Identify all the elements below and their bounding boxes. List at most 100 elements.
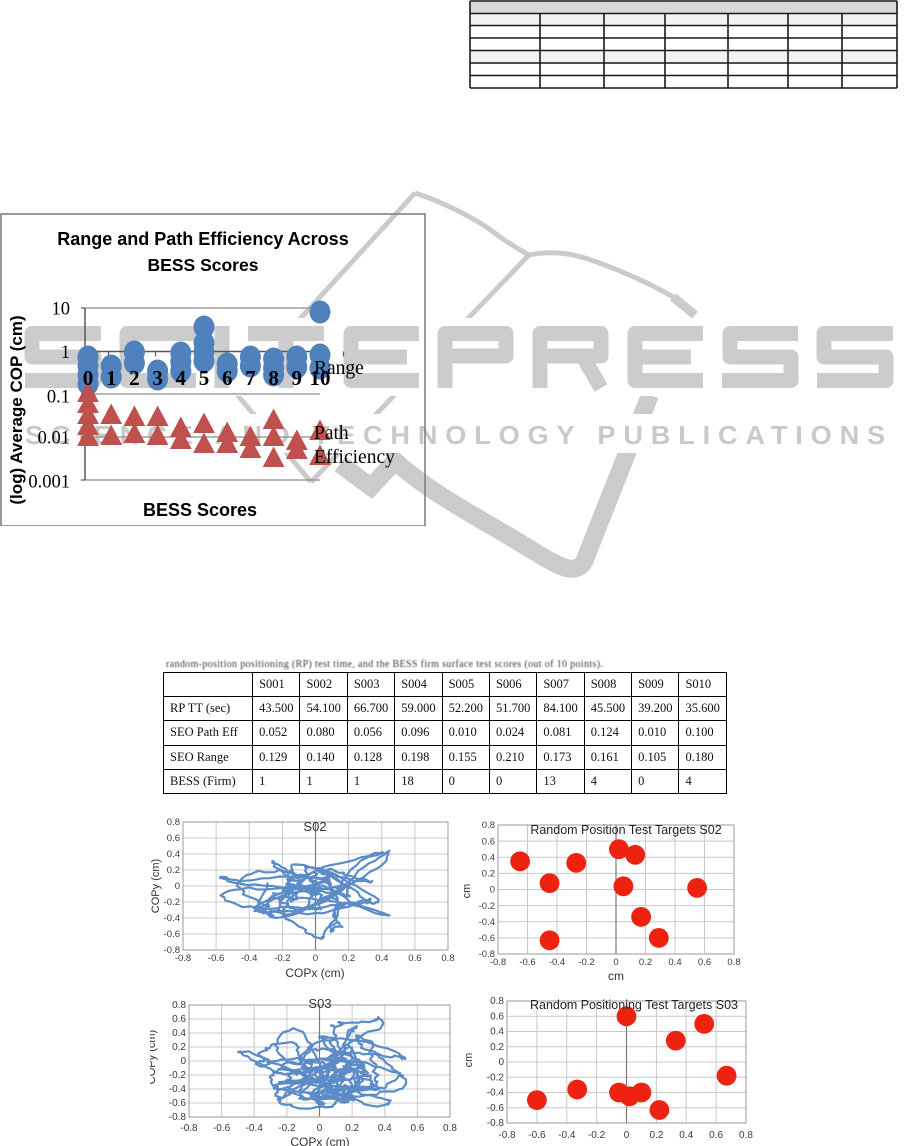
- svg-text:0: 0: [175, 881, 180, 892]
- svg-text:0.6: 0.6: [709, 1130, 723, 1141]
- svg-text:0.8: 0.8: [482, 820, 495, 831]
- svg-text:-0.6: -0.6: [528, 1130, 546, 1141]
- svg-text:cm: cm: [463, 1053, 475, 1068]
- svg-text:0: 0: [83, 366, 94, 390]
- svg-text:-0.8: -0.8: [479, 949, 495, 960]
- svg-text:7: 7: [245, 366, 256, 390]
- svg-text:-0.8: -0.8: [180, 1123, 198, 1134]
- svg-text:S02: S02: [303, 819, 326, 834]
- svg-text:S03: S03: [308, 996, 331, 1011]
- svg-text:6: 6: [222, 366, 233, 390]
- svg-text:-0.4: -0.4: [169, 1084, 187, 1095]
- svg-text:-0.6: -0.6: [487, 1103, 505, 1114]
- svg-text:Path: Path: [314, 423, 349, 444]
- svg-text:-0.8: -0.8: [498, 1130, 516, 1141]
- svg-text:-0.2: -0.2: [479, 901, 495, 912]
- svg-text:3: 3: [152, 366, 163, 390]
- svg-text:-0.6: -0.6: [169, 1098, 187, 1109]
- svg-text:0.6: 0.6: [482, 836, 495, 847]
- svg-text:-0.4: -0.4: [164, 913, 180, 924]
- svg-text:-0.6: -0.6: [213, 1123, 231, 1134]
- svg-text:COPx (cm): COPx (cm): [290, 1135, 349, 1146]
- svg-text:-0.4: -0.4: [241, 953, 257, 964]
- svg-text:0.6: 0.6: [490, 1011, 504, 1022]
- svg-text:-0.6: -0.6: [208, 953, 224, 964]
- svg-text:Efficiency: Efficiency: [314, 447, 395, 468]
- svg-text:0.4: 0.4: [172, 1028, 186, 1039]
- svg-text:Range and Path Efficiency Acro: Range and Path Efficiency Across: [57, 229, 348, 249]
- svg-text:0.8: 0.8: [441, 953, 454, 964]
- svg-text:-0.2: -0.2: [278, 1123, 296, 1134]
- svg-text:(log) Average COP (cm): (log) Average COP (cm): [7, 315, 26, 504]
- svg-text:8: 8: [268, 366, 279, 390]
- svg-text:-0.8: -0.8: [490, 957, 506, 968]
- svg-text:0.6: 0.6: [167, 833, 180, 844]
- svg-text:0: 0: [613, 957, 618, 968]
- svg-text:0.2: 0.2: [172, 1042, 186, 1053]
- svg-text:COPx (cm): COPx (cm): [285, 966, 344, 980]
- svg-text:-0.6: -0.6: [519, 957, 535, 968]
- svg-text:0: 0: [624, 1130, 630, 1141]
- svg-text:-0.4: -0.4: [549, 957, 565, 968]
- svg-text:-0.4: -0.4: [246, 1123, 264, 1134]
- svg-text:0.4: 0.4: [482, 853, 495, 864]
- svg-text:0.8: 0.8: [443, 1123, 457, 1134]
- svg-text:Random Position Test Targets S: Random Position Test Targets S02: [530, 823, 721, 837]
- svg-text:0.6: 0.6: [410, 1123, 424, 1134]
- svg-text:0.8: 0.8: [167, 817, 180, 828]
- svg-text:0.2: 0.2: [342, 953, 355, 964]
- svg-text:COPy (cm): COPy (cm): [150, 1030, 158, 1084]
- svg-text:-0.6: -0.6: [479, 933, 495, 944]
- svg-text:1: 1: [61, 343, 70, 363]
- svg-text:-0.4: -0.4: [479, 917, 495, 928]
- svg-text:-0.8: -0.8: [487, 1118, 505, 1129]
- svg-text:-0.8: -0.8: [169, 1112, 187, 1123]
- svg-text:BESS Scores: BESS Scores: [143, 500, 257, 520]
- svg-text:4: 4: [176, 366, 187, 390]
- svg-text:0: 0: [498, 1057, 504, 1068]
- svg-text:-0.2: -0.2: [578, 957, 594, 968]
- svg-text:0.4: 0.4: [378, 1123, 392, 1134]
- svg-text:0.2: 0.2: [345, 1123, 359, 1134]
- svg-text:cm: cm: [461, 884, 473, 899]
- svg-text:1: 1: [106, 366, 117, 390]
- svg-text:0.8: 0.8: [490, 996, 504, 1007]
- svg-text:0.2: 0.2: [639, 957, 652, 968]
- svg-text:2: 2: [129, 366, 140, 390]
- svg-text:cm: cm: [608, 969, 624, 983]
- svg-text:0.4: 0.4: [167, 849, 180, 860]
- svg-text:5: 5: [199, 366, 210, 390]
- svg-text:BESS Scores: BESS Scores: [148, 255, 259, 275]
- svg-text:9: 9: [292, 366, 303, 390]
- svg-text:0.2: 0.2: [482, 869, 495, 880]
- svg-text:-0.2: -0.2: [164, 897, 180, 908]
- svg-text:0.6: 0.6: [698, 957, 711, 968]
- svg-text:0.4: 0.4: [490, 1027, 504, 1038]
- svg-text:-0.8: -0.8: [164, 945, 180, 956]
- svg-text:10: 10: [310, 366, 331, 390]
- svg-text:0.01: 0.01: [38, 429, 70, 449]
- svg-text:0: 0: [313, 953, 318, 964]
- svg-text:0: 0: [490, 885, 495, 896]
- svg-text:-0.6: -0.6: [164, 929, 180, 940]
- svg-text:Range: Range: [314, 358, 364, 379]
- svg-text:0.4: 0.4: [668, 957, 681, 968]
- svg-text:0.8: 0.8: [739, 1130, 753, 1141]
- svg-text:0.2: 0.2: [167, 865, 180, 876]
- svg-text:0: 0: [180, 1056, 186, 1067]
- svg-text:-0.2: -0.2: [588, 1130, 606, 1141]
- svg-text:-0.2: -0.2: [169, 1070, 187, 1081]
- svg-text:10: 10: [52, 300, 71, 320]
- svg-text:COPy (cm): COPy (cm): [150, 859, 162, 913]
- svg-text:0.8: 0.8: [727, 957, 740, 968]
- svg-text:0.8: 0.8: [172, 1000, 186, 1011]
- svg-text:0.6: 0.6: [172, 1014, 186, 1025]
- svg-text:0.2: 0.2: [649, 1130, 663, 1141]
- svg-text:0.1: 0.1: [47, 388, 70, 408]
- svg-text:0.2: 0.2: [490, 1042, 504, 1053]
- svg-text:Random Positioning Test Target: Random Positioning Test Targets S03: [530, 998, 738, 1012]
- svg-text:0.6: 0.6: [408, 953, 421, 964]
- svg-text:-0.2: -0.2: [487, 1073, 505, 1084]
- svg-text:-0.4: -0.4: [487, 1088, 505, 1099]
- svg-text:-0.8: -0.8: [175, 953, 191, 964]
